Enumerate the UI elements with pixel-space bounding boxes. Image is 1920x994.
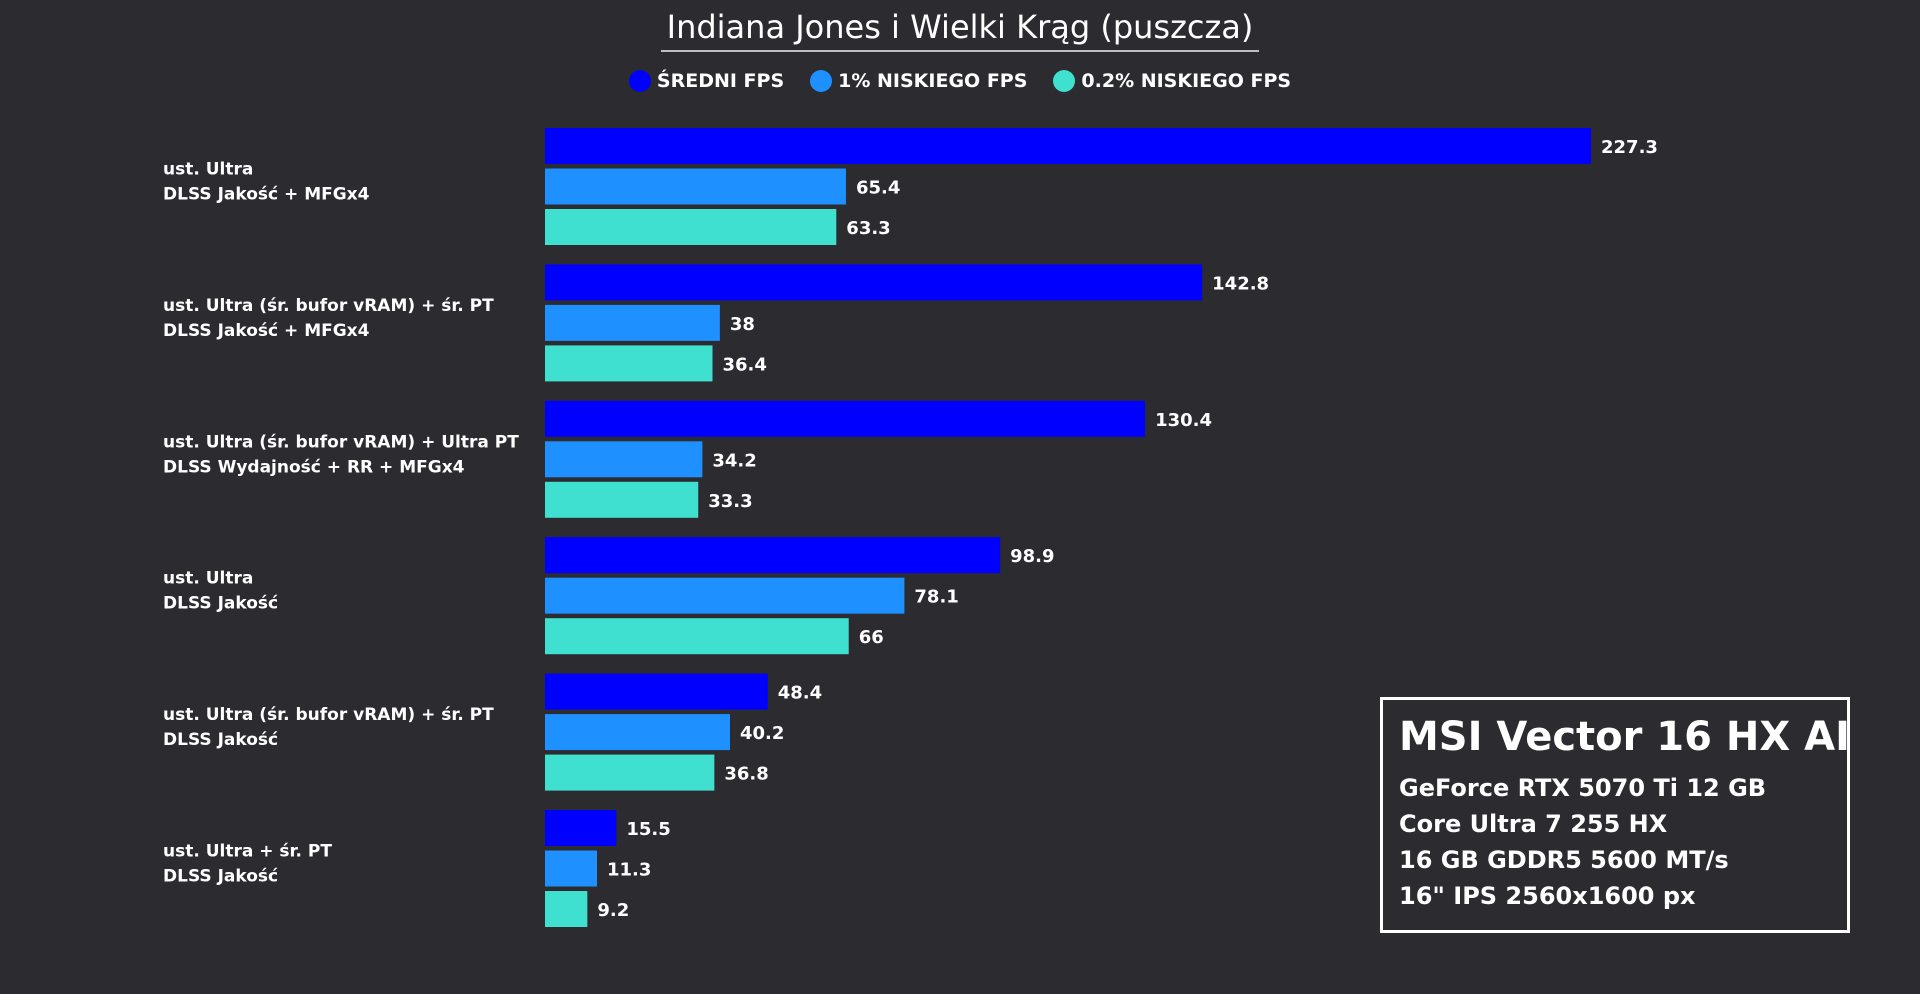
legend-swatch-02pct <box>1053 70 1076 92</box>
spec-display: 16" IPS 2560x1600 px <box>1399 882 1696 910</box>
value-label-avg-5: 15.5 <box>626 819 670 840</box>
category-label-1-line-0: ust. Ultra (śr. bufor vRAM) + śr. PT <box>163 296 494 316</box>
category-label-0-line-1: DLSS Jakość + MFGx4 <box>163 185 370 205</box>
bar-1pct-3 <box>545 577 905 614</box>
bar-avg-0 <box>545 128 1591 164</box>
bar-02pct-3 <box>545 618 849 655</box>
category-label-5-line-0: ust. Ultra + śr. PT <box>163 842 332 862</box>
bar-02pct-0 <box>545 209 837 245</box>
chart-legend: ŚREDNI FPS 1% NISKIEGO FPS 0.2% NISKIEGO… <box>0 70 1920 92</box>
legend-item-avg: ŚREDNI FPS <box>628 70 785 92</box>
value-label-02pct-4: 36.8 <box>724 764 768 785</box>
value-label-avg-0: 227.3 <box>1601 137 1658 158</box>
category-label-1-line-1: DLSS Jakość + MFGx4 <box>163 321 370 341</box>
category-label-4-line-0: ust. Ultra (śr. bufor vRAM) + śr. PT <box>163 705 494 725</box>
legend-swatch-1pct <box>810 70 833 92</box>
value-label-1pct-3: 78.1 <box>914 587 958 608</box>
legend-item-02pct: 0.2% NISKIEGO FPS <box>1053 70 1291 92</box>
value-label-02pct-1: 36.4 <box>723 354 767 375</box>
bar-1pct-4 <box>545 714 730 751</box>
legend-item-1pct: 1% NISKIEGO FPS <box>810 70 1027 92</box>
category-label-3-line-1: DLSS Jakość <box>163 594 278 614</box>
value-label-02pct-3: 66 <box>859 627 884 648</box>
category-label-3-line-0: ust. Ultra <box>163 569 253 589</box>
bar-02pct-4 <box>545 754 715 791</box>
bar-1pct-2 <box>545 441 703 478</box>
spec-ram: 16 GB GDDR5 5600 MT/s <box>1399 846 1729 874</box>
bar-1pct-0 <box>545 168 846 205</box>
value-label-1pct-2: 34.2 <box>712 450 756 471</box>
value-label-02pct-2: 33.3 <box>708 491 752 512</box>
bar-avg-1 <box>545 264 1203 301</box>
value-label-avg-2: 130.4 <box>1155 410 1212 431</box>
value-label-avg-3: 98.9 <box>1010 546 1054 567</box>
bar-1pct-1 <box>545 304 720 341</box>
chart-title-text: Indiana Jones i Wielki Krąg (puszcza) <box>660 8 1260 52</box>
value-label-1pct-5: 11.3 <box>607 860 651 881</box>
category-label-5-line-1: DLSS Jakość <box>163 867 278 887</box>
legend-label-1pct: 1% NISKIEGO FPS <box>838 70 1028 92</box>
bar-02pct-5 <box>545 891 588 927</box>
bar-avg-3 <box>545 537 1001 574</box>
value-label-02pct-5: 9.2 <box>597 900 629 921</box>
value-label-1pct-0: 65.4 <box>856 178 900 199</box>
spec-gpu: GeForce RTX 5070 Ti 12 GB <box>1399 774 1767 802</box>
bar-02pct-2 <box>545 481 699 518</box>
spec-model-name: MSI Vector 16 HX AI <box>1399 714 1850 760</box>
bar-avg-5 <box>545 810 617 846</box>
value-label-1pct-4: 40.2 <box>740 723 784 744</box>
legend-swatch-avg <box>628 70 651 92</box>
legend-label-avg: ŚREDNI FPS <box>656 70 785 92</box>
value-label-avg-4: 48.4 <box>778 683 822 704</box>
category-label-2-line-0: ust. Ultra (śr. bufor vRAM) + Ultra PT <box>163 432 519 452</box>
spec-box: MSI Vector 16 HX AI GeForce RTX 5070 Ti … <box>1380 697 1850 933</box>
bar-02pct-1 <box>545 345 713 382</box>
value-label-02pct-0: 63.3 <box>846 218 890 239</box>
spec-cpu: Core Ultra 7 255 HX <box>1399 810 1668 838</box>
category-label-2-line-1: DLSS Wydajność + RR + MFGx4 <box>163 457 465 477</box>
bar-avg-4 <box>545 673 768 710</box>
legend-label-02pct: 0.2% NISKIEGO FPS <box>1081 70 1292 92</box>
bar-avg-2 <box>545 400 1146 437</box>
chart-title: Indiana Jones i Wielki Krąg (puszcza) <box>0 8 1920 52</box>
value-label-1pct-1: 38 <box>730 314 755 335</box>
category-label-4-line-1: DLSS Jakość <box>163 730 278 750</box>
value-label-avg-1: 142.8 <box>1212 273 1269 294</box>
category-label-0-line-0: ust. Ultra <box>163 160 253 180</box>
bar-1pct-5 <box>545 850 598 887</box>
